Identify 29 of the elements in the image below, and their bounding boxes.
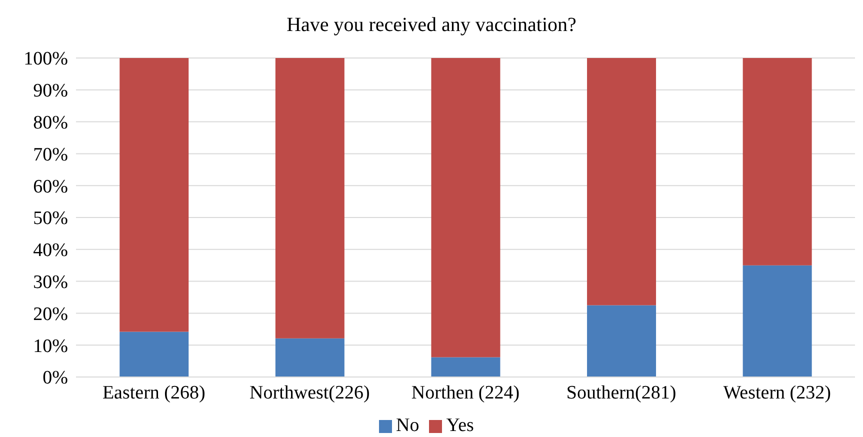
y-tick-label: 20% [33, 304, 68, 325]
x-tick-label: Western (232) [723, 382, 831, 404]
bar [120, 58, 189, 332]
bar [742, 58, 812, 266]
x-tick-label: Eastern (268) [102, 382, 206, 404]
x-tick-label: Northen (224) [411, 382, 520, 404]
y-tick-label: 100% [24, 48, 68, 70]
y-tick-label: 60% [33, 176, 68, 198]
bar [587, 58, 656, 306]
y-tick-label: 10% [33, 336, 68, 357]
bar [431, 58, 500, 358]
bar [587, 305, 656, 377]
y-tick-label: 90% [33, 80, 68, 102]
bar [275, 58, 344, 338]
x-tick-label: Northwest(226) [250, 382, 370, 404]
x-tick-label: Southern(281) [566, 382, 676, 404]
legend-label: Yes [446, 415, 474, 436]
chart-title: Have you received any vaccination? [286, 13, 578, 38]
bar [120, 332, 189, 377]
bar [742, 265, 812, 377]
y-tick-label: 30% [33, 272, 68, 294]
legend-label: No [396, 415, 420, 436]
y-tick-label: 50% [33, 208, 68, 230]
y-tick-label: 70% [33, 144, 68, 166]
bar [275, 338, 344, 377]
bar [431, 357, 500, 377]
y-tick-label: 40% [33, 240, 68, 262]
y-tick-label: 80% [33, 112, 68, 134]
y-tick-label: 0% [42, 368, 68, 389]
